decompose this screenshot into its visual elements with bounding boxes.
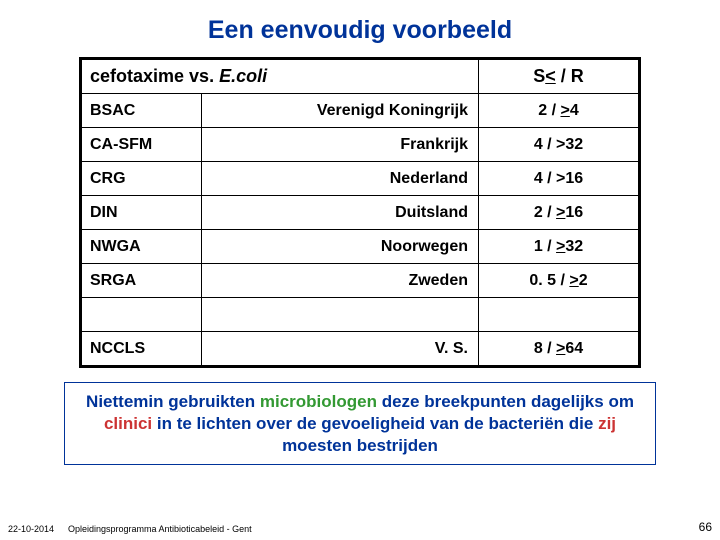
- table-header-row: cefotaxime vs. E.coli S< / R: [82, 60, 639, 94]
- note-t2: deze breekpunten dagelijks om: [377, 392, 634, 411]
- cell-value: 4 / >16: [479, 162, 639, 196]
- footer-date: 22-10-2014: [8, 524, 68, 534]
- cell-country: Nederland: [202, 162, 479, 196]
- header-left-italic: E.coli: [219, 66, 267, 86]
- header-left-text: cefotaxime vs.: [90, 66, 219, 86]
- table-row: SRGAZweden0. 5 / >2: [82, 264, 639, 298]
- cell-value: 2 / >16: [479, 196, 639, 230]
- footer-page-number: 66: [682, 520, 712, 534]
- cell-country: Zweden: [202, 264, 479, 298]
- note-zij: zij: [598, 414, 616, 433]
- cell-value: 8 / >64: [479, 332, 639, 366]
- cell-code: SRGA: [82, 264, 202, 298]
- note-t3: in te lichten over de gevoeligheid van d…: [152, 414, 598, 433]
- table-body: BSACVerenigd Koningrijk2 / >4CA-SFMFrank…: [82, 94, 639, 366]
- table-row: DINDuitsland2 / >16: [82, 196, 639, 230]
- header-right-pre: S: [533, 66, 545, 86]
- footer-program: Opleidingsprogramma Antibioticabeleid - …: [68, 524, 682, 534]
- cell-code: NWGA: [82, 230, 202, 264]
- cell-value: 2 / >4: [479, 94, 639, 128]
- header-right-u: <: [545, 66, 556, 86]
- table-row: CRGNederland4 / >16: [82, 162, 639, 196]
- cell-code: DIN: [82, 196, 202, 230]
- cell-code: CA-SFM: [82, 128, 202, 162]
- table-row: NWGANoorwegen1 / >32: [82, 230, 639, 264]
- cell-value: 1 / >32: [479, 230, 639, 264]
- cell-code: BSAC: [82, 94, 202, 128]
- cell-code: NCCLS: [82, 332, 202, 366]
- table-blank-row: [82, 298, 639, 332]
- cell-country: Verenigd Koningrijk: [202, 94, 479, 128]
- note-t4: moesten bestrijden: [282, 436, 438, 455]
- table-row: BSACVerenigd Koningrijk2 / >4: [82, 94, 639, 128]
- cell-code: CRG: [82, 162, 202, 196]
- cell-value: 4 / >32: [479, 128, 639, 162]
- cell-value: 0. 5 / >2: [479, 264, 639, 298]
- table-row: NCCLSV. S.8 / >64: [82, 332, 639, 366]
- slide-title: Een eenvoudig voorbeeld: [0, 0, 720, 57]
- note-t1: Niettemin gebruikten: [86, 392, 260, 411]
- note-box: Niettemin gebruikten microbiologen deze …: [64, 382, 656, 465]
- cell-country: Frankrijk: [202, 128, 479, 162]
- header-left: cefotaxime vs. E.coli: [82, 60, 479, 94]
- data-table-container: cefotaxime vs. E.coli S< / R BSACVerenig…: [79, 57, 641, 368]
- table-row: CA-SFMFrankrijk4 / >32: [82, 128, 639, 162]
- cell-country: Duitsland: [202, 196, 479, 230]
- cell-country: Noorwegen: [202, 230, 479, 264]
- data-table: cefotaxime vs. E.coli S< / R BSACVerenig…: [81, 59, 639, 366]
- note-microbiologen: microbiologen: [260, 392, 377, 411]
- footer: 22-10-2014 Opleidingsprogramma Antibioti…: [0, 520, 720, 534]
- header-right: S< / R: [479, 60, 639, 94]
- cell-country: V. S.: [202, 332, 479, 366]
- note-clinici: clinici: [104, 414, 152, 433]
- header-right-post: / R: [556, 66, 584, 86]
